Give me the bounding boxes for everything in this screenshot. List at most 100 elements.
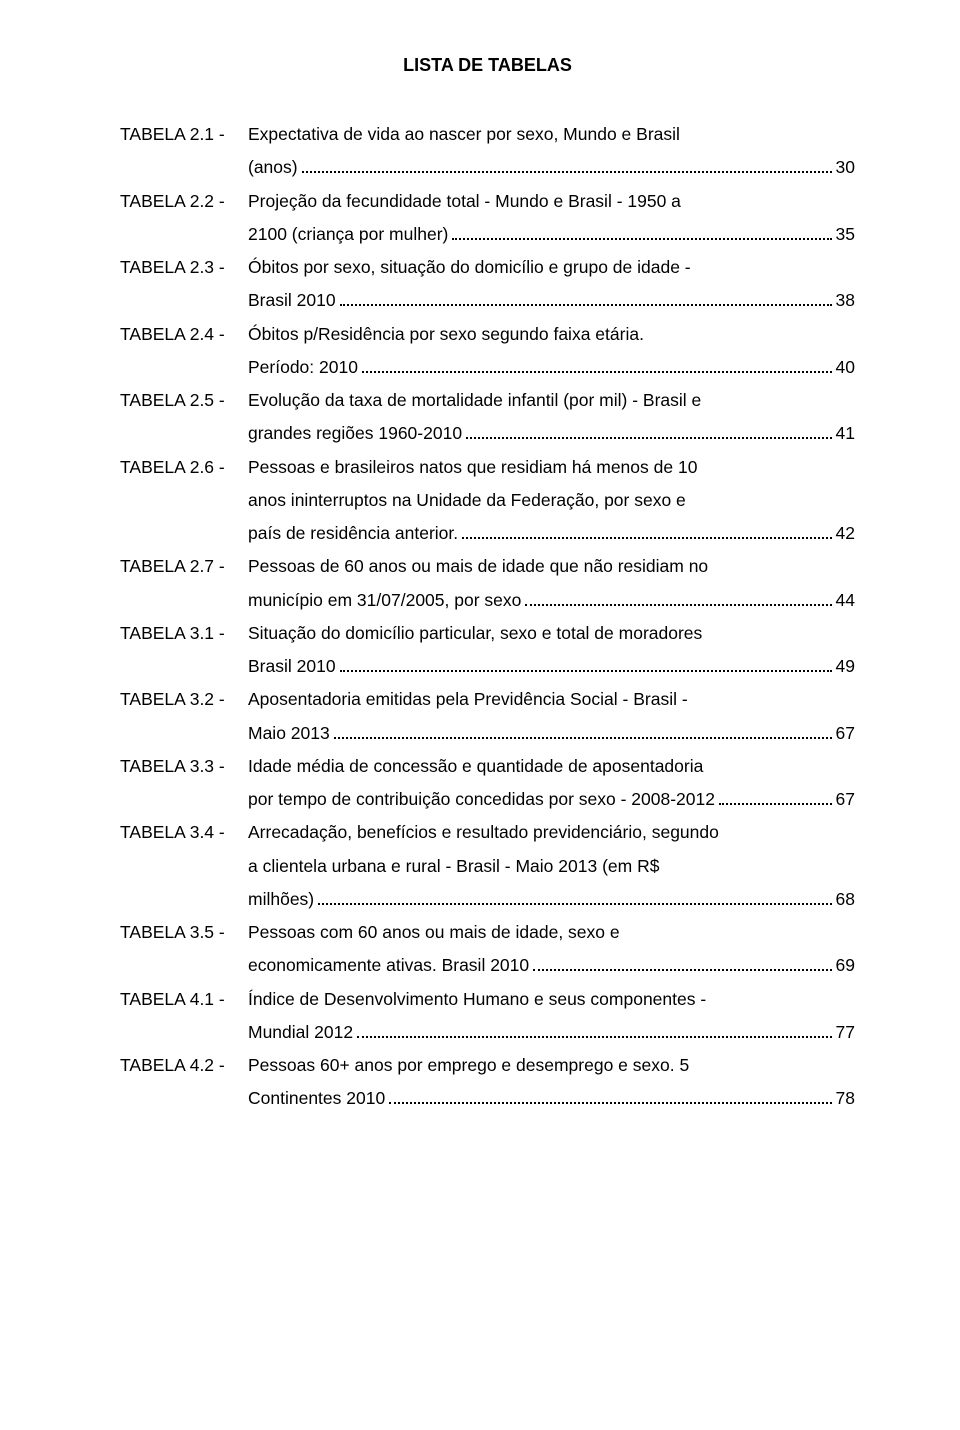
leader-dots: [340, 304, 832, 306]
entry-page-number: 38: [836, 284, 855, 317]
entry-label: TABELA 2.2 -: [120, 185, 248, 218]
entry-page-number: 30: [836, 151, 855, 184]
entry-description: Pessoas 60+ anos por emprego e desempreg…: [248, 1049, 855, 1116]
toc-entry: TABELA 3.2 -Aposentadoria emitidas pela …: [120, 683, 855, 750]
leader-dots: [719, 803, 832, 805]
entry-label: TABELA 3.1 -: [120, 617, 248, 650]
entry-last-text: milhões): [248, 883, 314, 916]
page-title: LISTA DE TABELAS: [120, 48, 855, 82]
entry-last-line: Brasil 2010 49: [248, 650, 855, 683]
entry-label: TABELA 2.4 -: [120, 318, 248, 351]
toc-entry: TABELA 2.1 -Expectativa de vida ao nasce…: [120, 118, 855, 185]
leader-dots: [357, 1036, 831, 1038]
entry-text-line: a clientela urbana e rural - Brasil - Ma…: [248, 850, 855, 883]
entry-text-line: anos ininterruptos na Unidade da Federaç…: [248, 484, 855, 517]
entry-text-line: Expectativa de vida ao nascer por sexo, …: [248, 118, 855, 151]
entry-last-text: Brasil 2010: [248, 650, 336, 683]
entry-page-number: 44: [836, 584, 855, 617]
entry-label: TABELA 2.5 -: [120, 384, 248, 417]
entry-text-line: Idade média de concessão e quantidade de…: [248, 750, 855, 783]
entry-label: TABELA 4.1 -: [120, 983, 248, 1016]
entry-page-number: 49: [836, 650, 855, 683]
entry-last-line: Brasil 201038: [248, 284, 855, 317]
leader-dots: [340, 670, 832, 672]
entry-last-text: Continentes 2010: [248, 1082, 385, 1115]
entry-description: Arrecadação, benefícios e resultado prev…: [248, 816, 855, 916]
entry-description: Evolução da taxa de mortalidade infantil…: [248, 384, 855, 451]
entry-page-number: 68: [836, 883, 855, 916]
entry-label: TABELA 3.2 -: [120, 683, 248, 716]
entry-label: TABELA 2.6 -: [120, 451, 248, 484]
entry-last-text: grandes regiões 1960-2010: [248, 417, 462, 450]
leader-dots: [533, 969, 831, 971]
entry-page-number: 67: [836, 717, 855, 750]
entry-label: TABELA 3.4 -: [120, 816, 248, 849]
entry-description: Pessoas de 60 anos ou mais de idade que …: [248, 550, 855, 617]
toc-entry: TABELA 3.1 -Situação do domicílio partic…: [120, 617, 855, 684]
entry-last-text: 2100 (criança por mulher): [248, 218, 448, 251]
entry-description: Situação do domicílio particular, sexo e…: [248, 617, 855, 684]
entry-text-line: Projeção da fecundidade total - Mundo e …: [248, 185, 855, 218]
leader-dots: [334, 737, 832, 739]
entry-last-text: (anos): [248, 151, 298, 184]
entry-last-text: Maio 2013: [248, 717, 330, 750]
entry-last-line: Mundial 201277: [248, 1016, 855, 1049]
entry-last-line: milhões) 68: [248, 883, 855, 916]
leader-dots: [362, 371, 832, 373]
entry-text-line: Óbitos p/Residência por sexo segundo fai…: [248, 318, 855, 351]
toc-entry: TABELA 2.3 -Óbitos por sexo, situação do…: [120, 251, 855, 318]
entry-page-number: 40: [836, 351, 855, 384]
entry-text-line: Pessoas de 60 anos ou mais de idade que …: [248, 550, 855, 583]
entry-description: Expectativa de vida ao nascer por sexo, …: [248, 118, 855, 185]
entry-text-line: Pessoas com 60 anos ou mais de idade, se…: [248, 916, 855, 949]
entry-label: TABELA 4.2 -: [120, 1049, 248, 1082]
entry-page-number: 42: [836, 517, 855, 550]
entry-last-line: (anos) 30: [248, 151, 855, 184]
entry-last-line: economicamente ativas. Brasil 201069: [248, 949, 855, 982]
entry-page-number: 67: [836, 783, 855, 816]
entry-text-line: Pessoas e brasileiros natos que residiam…: [248, 451, 855, 484]
entry-description: Pessoas com 60 anos ou mais de idade, se…: [248, 916, 855, 983]
toc-entry: TABELA 2.4 -Óbitos p/Residência por sexo…: [120, 318, 855, 385]
entry-page-number: 41: [836, 417, 855, 450]
table-list: TABELA 2.1 -Expectativa de vida ao nasce…: [120, 118, 855, 1116]
entry-page-number: 77: [836, 1016, 855, 1049]
entry-text-line: Arrecadação, benefícios e resultado prev…: [248, 816, 855, 849]
entry-description: Projeção da fecundidade total - Mundo e …: [248, 185, 855, 252]
toc-entry: TABELA 2.2 -Projeção da fecundidade tota…: [120, 185, 855, 252]
entry-last-text: por tempo de contribuição concedidas por…: [248, 783, 715, 816]
entry-description: Pessoas e brasileiros natos que residiam…: [248, 451, 855, 551]
leader-dots: [452, 238, 831, 240]
entry-description: Índice de Desenvolvimento Humano e seus …: [248, 983, 855, 1050]
entry-text-line: Óbitos por sexo, situação do domicílio e…: [248, 251, 855, 284]
toc-entry: TABELA 4.1 -Índice de Desenvolvimento Hu…: [120, 983, 855, 1050]
entry-last-line: país de residência anterior. 42: [248, 517, 855, 550]
entry-last-line: 2100 (criança por mulher) 35: [248, 218, 855, 251]
entry-last-text: país de residência anterior.: [248, 517, 458, 550]
entry-text-line: Índice de Desenvolvimento Humano e seus …: [248, 983, 855, 1016]
entry-last-text: município em 31/07/2005, por sexo: [248, 584, 521, 617]
toc-entry: TABELA 2.6 -Pessoas e brasileiros natos …: [120, 451, 855, 551]
entry-page-number: 78: [836, 1082, 855, 1115]
entry-last-line: Maio 2013 67: [248, 717, 855, 750]
entry-label: TABELA 3.3 -: [120, 750, 248, 783]
toc-entry: TABELA 3.5 -Pessoas com 60 anos ou mais …: [120, 916, 855, 983]
entry-description: Idade média de concessão e quantidade de…: [248, 750, 855, 817]
entry-description: Óbitos p/Residência por sexo segundo fai…: [248, 318, 855, 385]
leader-dots: [466, 437, 831, 439]
entry-page-number: 69: [836, 949, 855, 982]
toc-entry: TABELA 3.4 -Arrecadação, benefícios e re…: [120, 816, 855, 916]
entry-description: Aposentadoria emitidas pela Previdência …: [248, 683, 855, 750]
entry-label: TABELA 2.1 -: [120, 118, 248, 151]
entry-page-number: 35: [836, 218, 855, 251]
toc-entry: TABELA 4.2 -Pessoas 60+ anos por emprego…: [120, 1049, 855, 1116]
entry-label: TABELA 3.5 -: [120, 916, 248, 949]
entry-last-line: por tempo de contribuição concedidas por…: [248, 783, 855, 816]
entry-text-line: Aposentadoria emitidas pela Previdência …: [248, 683, 855, 716]
leader-dots: [318, 903, 831, 905]
entry-text-line: Situação do domicílio particular, sexo e…: [248, 617, 855, 650]
toc-entry: TABELA 3.3 -Idade média de concessão e q…: [120, 750, 855, 817]
entry-last-line: Período: 201040: [248, 351, 855, 384]
entry-label: TABELA 2.3 -: [120, 251, 248, 284]
entry-label: TABELA 2.7 -: [120, 550, 248, 583]
